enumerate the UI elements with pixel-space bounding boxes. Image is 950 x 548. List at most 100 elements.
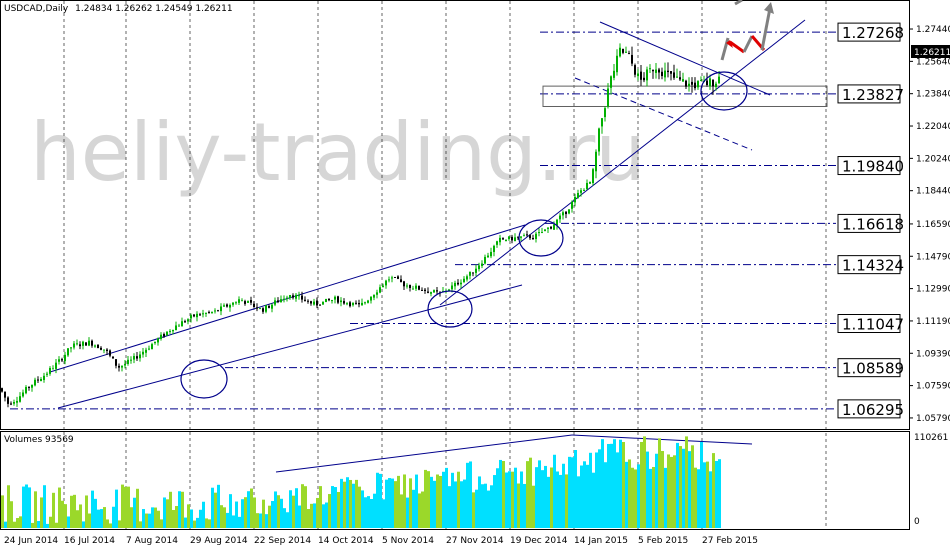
volume-bar	[460, 481, 463, 528]
channel-lower-line	[57, 284, 523, 409]
candle-body	[109, 350, 111, 356]
volume-bar	[316, 497, 319, 528]
candle-body	[43, 375, 45, 380]
candle-body	[13, 401, 15, 404]
volume-bar	[670, 456, 673, 528]
level-label-box	[837, 84, 901, 104]
volume-bar	[118, 520, 121, 528]
candle-body	[220, 306, 222, 312]
candle-body	[262, 308, 264, 312]
candle-body	[628, 53, 630, 55]
price-tick-label: 1.25640	[916, 57, 950, 67]
candle-body	[574, 196, 576, 203]
candle-body	[625, 51, 627, 53]
volume-bar	[199, 509, 202, 528]
volume-bar	[598, 449, 601, 528]
candle-body	[55, 362, 57, 369]
candle-body	[553, 224, 555, 230]
volume-bar	[274, 491, 277, 528]
volume-bar	[217, 484, 220, 528]
volume-bar	[331, 486, 334, 528]
candle-body	[310, 301, 312, 304]
candle-body	[592, 169, 594, 184]
forecast-arrow-head	[726, 40, 733, 48]
candle-body	[499, 237, 501, 243]
volume-bar	[130, 507, 133, 528]
volume-bar	[424, 469, 427, 528]
volume-bar	[493, 475, 496, 528]
candle-body	[217, 310, 219, 312]
consolidation-box	[542, 85, 828, 107]
volume-bar	[265, 514, 268, 528]
volume-bar	[337, 491, 340, 528]
time-tick-label: 29 Aug 2014	[190, 536, 248, 546]
candle-body	[325, 298, 327, 303]
volume-bar	[436, 474, 439, 528]
candle-body	[244, 301, 246, 304]
volume-bar	[325, 502, 328, 528]
volume-bar	[43, 485, 46, 528]
candle-body	[661, 71, 663, 77]
volume-bar	[223, 507, 226, 528]
candle-body	[358, 302, 360, 305]
candle-body	[469, 271, 471, 276]
candle-body	[190, 315, 192, 319]
volume-bar	[301, 484, 304, 528]
candle-body	[496, 241, 498, 245]
candle-body	[181, 321, 183, 327]
volume-bar	[19, 516, 22, 528]
candle-body	[415, 285, 417, 289]
candle-body	[454, 282, 456, 287]
candle-body	[550, 226, 552, 229]
volume-bar	[124, 486, 127, 528]
candle-body	[139, 354, 141, 359]
candle-body	[436, 290, 438, 292]
volume-bar	[421, 491, 424, 528]
candle-body	[691, 81, 693, 85]
volume-bar	[382, 499, 385, 528]
candle-body	[388, 279, 390, 281]
volume-bar	[688, 451, 691, 528]
current-price-label: 1.26211	[914, 48, 950, 58]
volume-bar	[361, 490, 364, 528]
level-label: 1.16618	[842, 215, 904, 233]
volume-bar	[37, 521, 40, 528]
volume-bar	[109, 523, 112, 528]
volume-bar	[691, 445, 694, 528]
candle-body	[166, 331, 168, 336]
volume-bar	[175, 506, 178, 528]
candle-body	[160, 334, 162, 339]
candle-body	[1, 388, 3, 392]
volume-bar	[259, 513, 262, 528]
volume-bar	[655, 453, 658, 528]
candle-body	[28, 386, 30, 388]
time-tick-label: 19 Dec 2014	[510, 536, 568, 546]
volume-bar	[76, 510, 79, 528]
volume-bar	[214, 492, 217, 528]
candle-body	[586, 182, 588, 190]
time-tick-label: 24 Jun 2014	[4, 536, 58, 546]
candle-body	[502, 238, 504, 240]
candle-body	[595, 151, 597, 172]
volume-bar	[697, 469, 700, 528]
time-tick-label: 5 Feb 2015	[638, 536, 688, 546]
volume-bar	[652, 466, 655, 528]
volume-bar	[205, 518, 208, 528]
volume-bar	[535, 467, 538, 528]
level-lines: 1.27268 1.23827 1.19840 1.16618 1.14324 1.110…	[10, 22, 904, 419]
candle-body	[118, 365, 120, 368]
candle-body	[337, 296, 339, 303]
candle-body	[556, 219, 558, 226]
candle-body	[565, 211, 567, 215]
forecast-arrow-up	[720, 37, 730, 61]
volume-bar	[406, 497, 409, 528]
volume-bar	[709, 471, 712, 528]
volume-bar	[25, 484, 28, 528]
candle-body	[718, 76, 720, 84]
candle-body	[484, 256, 486, 264]
candle-body	[115, 359, 117, 366]
volume-bar	[586, 464, 589, 528]
volume-bar	[565, 474, 568, 528]
volume-bar	[235, 501, 238, 528]
